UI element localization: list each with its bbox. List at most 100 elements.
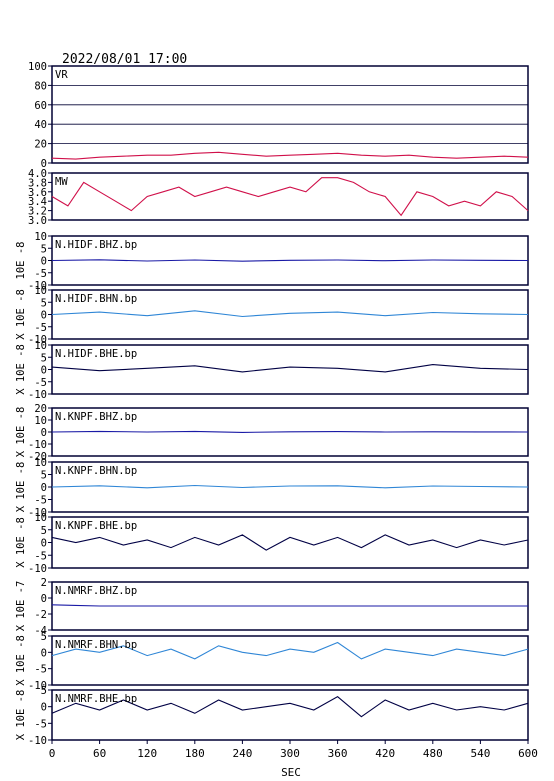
y-tick-label: 5 [41,470,47,482]
y-axis-unit-label: X 10E -8 [15,517,27,568]
y-tick-label: -10 [28,735,47,747]
y-tick-label: 0 [41,647,47,659]
y-tick-label: 2 [41,577,47,589]
y-tick-label: 0 [41,482,47,494]
panel-1: 0 20 40 60 80 100 VR [28,61,529,170]
y-tick-label: 4.0 [28,168,47,180]
panel-name: N.KNPF.BHN.bp [55,465,137,477]
series-line-1 [51,151,529,160]
y-tick-label: 0 [41,365,47,377]
x-tick-label: 540 [470,747,490,760]
panel-name: N.NMRF.BHE.bp [55,693,137,705]
chart-panels: 020406080100VR3.03.23.43.63.84.0MW-10-50… [15,61,529,747]
y-tick-label: 0 [41,702,47,714]
y-tick-label: 10 [34,231,47,243]
x-tick-label: 0 [49,747,56,760]
y-tick-label: 0 [41,593,47,605]
y-tick-label: 10 [34,512,47,524]
series-line-1 [51,484,529,489]
series-line-1 [51,177,529,217]
y-tick-label: -10 [28,563,47,575]
series-line-1 [51,364,529,373]
y-tick-label: -5 [34,664,47,676]
y-tick-label: -20 [28,451,47,463]
y-tick-label: 5 [41,631,47,643]
y-tick-label: 40 [34,119,47,131]
panel-10: -10 -5 0 5 X 10E -8 N.NMRF.BHN.bp [15,631,529,692]
series-line-1 [51,430,529,433]
panel-name: N.HIDF.BHE.bp [55,348,137,360]
panel-2: 3.03.23.43.63.84.0 MW [28,168,529,227]
panel-frame [51,172,529,221]
panel-11: -10 -5 0 5 X 10E -8 N.NMRF.BHE.bp [15,685,529,747]
y-tick-label: 3.8 [28,177,47,189]
y-tick-label: 3.6 [28,187,47,199]
y-tick-label: 60 [34,100,47,112]
y-tick-label: 10 [34,415,47,427]
panel-name: N.NMRF.BHN.bp [55,639,137,651]
panel-name: N.HIDF.BHN.bp [55,293,137,305]
y-tick-label: -5 [34,550,47,562]
y-tick-label: 10 [34,457,47,469]
panel-name: N.KNPF.BHE.bp [55,520,137,532]
series-line-1 [51,310,529,318]
panel-frame [51,65,529,164]
y-axis-unit-label: 10E -8 [15,242,27,280]
y-tick-label: 5 [41,243,47,255]
y-tick-label: -10 [28,389,47,401]
y-axis-unit-label: X 10E -7 [15,581,27,632]
y-tick-label: -5 [34,495,47,507]
panel-name: N.HIDF.BHZ.bp [55,239,137,251]
x-tick-label: 600 [518,747,538,760]
y-tick-label: 5 [41,297,47,309]
series-line-1 [51,534,529,551]
y-tick-label: 0 [41,427,47,439]
y-axis-unit-label: X 10E -8 [15,635,27,686]
y-axis-unit-label: X 10E -8 [15,462,27,513]
y-tick-label: 5 [41,525,47,537]
y-tick-label: 0 [41,256,47,268]
y-tick-label: -10 [28,439,47,451]
x-tick-label: 180 [185,747,205,760]
panel-9: -4 -2 0 2 X 10E -7 N.NMRF.BHZ.bp [15,577,529,637]
series-line-1 [51,641,529,660]
series-line-1 [51,259,529,262]
y-axis-unit-label: X 10E -8 [15,690,27,741]
y-tick-label: -5 [34,718,47,730]
y-tick-label: 0 [41,158,47,170]
y-tick-label: 3.4 [28,196,47,208]
y-tick-label: 20 [34,403,47,415]
y-tick-label: 3.0 [28,215,47,227]
x-tick-label: 300 [280,747,300,760]
x-tick-label: 120 [137,747,157,760]
x-tick-label: 420 [375,747,395,760]
y-axis-unit-label: X 10E -8 [15,289,27,340]
x-tick-label: 360 [328,747,348,760]
panel-frame [51,635,529,686]
y-tick-label: 0 [41,538,47,550]
x-axis: 0 60 120 180 240 300 360 420 480 540 600 [49,740,538,760]
y-tick-label: -10 [28,334,47,346]
y-tick-label: -10 [28,680,47,692]
series-line-1 [51,604,528,607]
y-tick-label: -2 [34,609,47,621]
y-tick-label: 10 [34,285,47,297]
y-tick-label: 20 [34,139,47,151]
panel-name: VR [55,69,68,81]
y-axis-unit-label: X 10E -8 [15,344,27,395]
y-tick-label: -4 [34,625,47,637]
x-tick-label: 60 [93,747,106,760]
series-line-1 [51,696,529,718]
panel-name: MW [55,176,68,188]
panel-name: N.NMRF.BHZ.bp [55,585,137,597]
y-axis-unit-label: X 10E -8 [15,407,27,458]
y-tick-label: 100 [28,61,47,73]
y-tick-label: 3.2 [28,206,47,218]
